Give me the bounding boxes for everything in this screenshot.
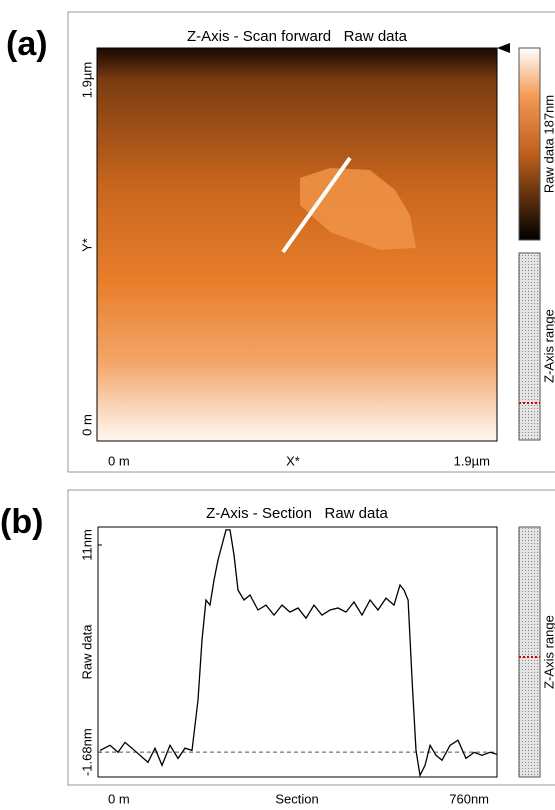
x-axis-label: Section	[275, 791, 318, 806]
afm-image	[97, 48, 497, 441]
panel-label: (a)	[6, 25, 48, 63]
y-tick-label: 11nm	[79, 529, 94, 561]
y-tick-label: -1.68nm	[79, 728, 94, 776]
image-frame	[96, 47, 498, 442]
y-label: 1.9µm	[79, 62, 94, 98]
y-axis-label: Raw data	[79, 624, 94, 680]
panel-frame	[67, 11, 555, 473]
range-label: Z-Axis range	[541, 615, 555, 689]
colorbar	[518, 47, 541, 241]
marker	[497, 43, 510, 53]
x-label: X*	[286, 453, 300, 468]
range-label: Z-Axis range	[541, 309, 555, 383]
y-label: Y*	[79, 238, 94, 252]
x-label: 0 m	[108, 453, 130, 468]
plot-frame	[97, 526, 498, 778]
profile-line	[99, 529, 498, 778]
range-bar	[518, 252, 541, 441]
y-label: 0 m	[79, 414, 94, 436]
section-line	[281, 156, 352, 254]
x-tick-label: 0 m	[108, 791, 130, 806]
panel-title: Z-Axis - Scan forward Raw data	[187, 28, 408, 45]
panel-title: Z-Axis - Section Raw data	[206, 505, 388, 522]
range-bar	[518, 526, 541, 778]
panel-frame	[67, 489, 555, 786]
x-tick-label: 760nm	[449, 791, 489, 806]
colorbar-label: Raw data 187nm	[541, 95, 555, 193]
x-label: 1.9µm	[454, 453, 490, 468]
panel-label: (b)	[0, 503, 43, 541]
